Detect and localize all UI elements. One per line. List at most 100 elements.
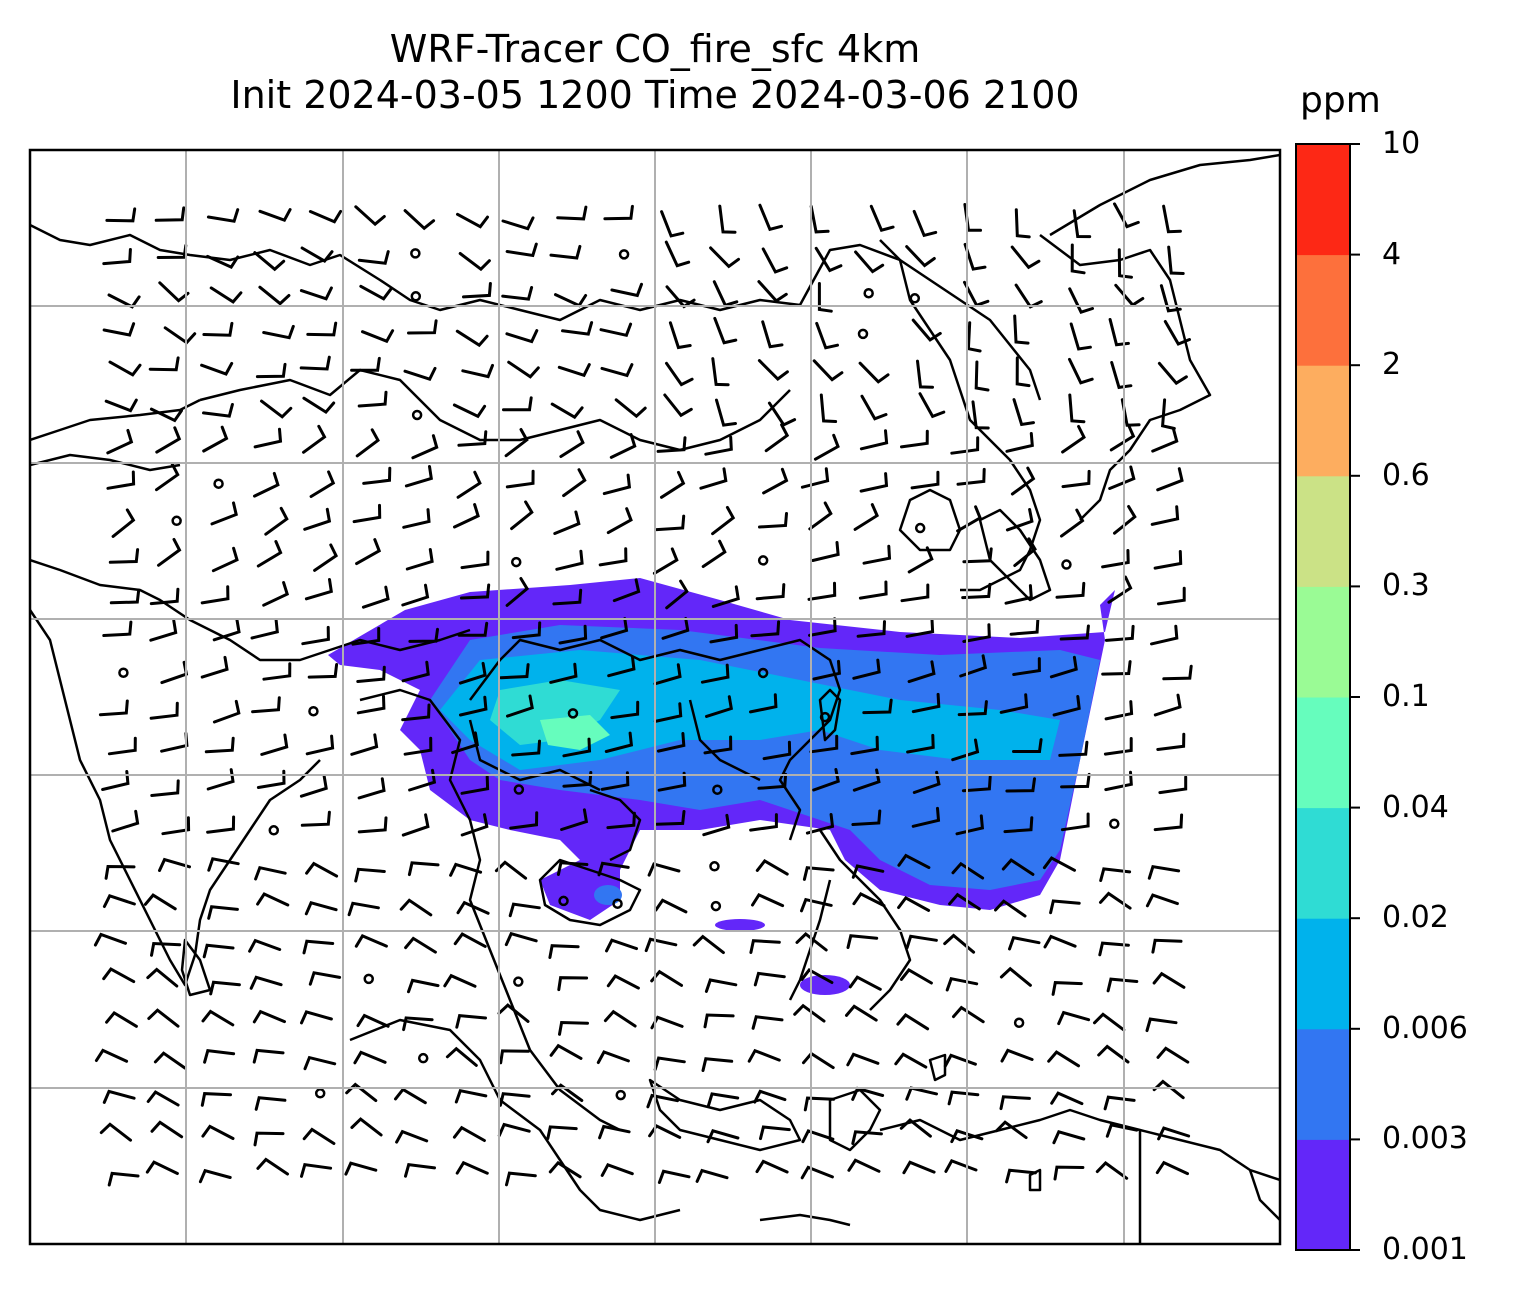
colorbar-tick-label: 0.006 [1382, 1010, 1468, 1046]
wind-barb [907, 546, 934, 574]
wind-barb [854, 250, 885, 274]
wind-barb [303, 1055, 337, 1071]
wind-barb [456, 470, 482, 499]
wind-barb [407, 978, 440, 994]
wind-barb [1003, 816, 1034, 834]
wind-barb [906, 733, 935, 754]
wind-barb [1043, 934, 1077, 949]
wind-barb [102, 1089, 136, 1104]
wind-barb [459, 695, 488, 717]
wind-barb [549, 662, 578, 684]
wind-barb [505, 242, 538, 258]
colorbar-tick-label: 0.001 [1382, 1232, 1468, 1267]
wind-barb [251, 696, 281, 714]
wind-barbs [93, 202, 1193, 1187]
wind-barb [252, 1048, 285, 1064]
wind-barb [963, 242, 987, 271]
wind-barb [652, 547, 679, 575]
wind-barb [1099, 891, 1132, 910]
wind-barb [1114, 283, 1145, 307]
wind-barb [600, 771, 630, 791]
wind-barb [665, 579, 689, 610]
wind-barb [355, 428, 380, 458]
wind-barb [610, 282, 643, 298]
wind-barb [504, 931, 538, 947]
wind-barb [510, 500, 534, 531]
calm-wind-marker [513, 976, 524, 987]
wind-barb [206, 815, 236, 834]
wind-barb [655, 514, 686, 532]
calm-wind-marker [171, 515, 182, 527]
wind-barb [999, 1095, 1031, 1111]
wind-barb [665, 361, 694, 387]
wind-barb [258, 285, 291, 306]
wind-barb [1068, 287, 1094, 315]
wind-barb [653, 702, 683, 723]
wind-barb [98, 699, 129, 717]
wind-barb [200, 655, 229, 679]
colorbar-segment [1296, 1139, 1350, 1251]
wind-barb [757, 280, 788, 303]
wind-barb [812, 359, 844, 382]
wind-barb [1156, 1046, 1190, 1064]
wind-barb [451, 731, 479, 755]
wind-barb [344, 1161, 378, 1176]
wind-barb [847, 1158, 881, 1173]
wind-barb [254, 1096, 287, 1111]
wind-barb [755, 1159, 789, 1174]
wind-barb [1072, 209, 1092, 239]
calm-wind-marker [819, 711, 831, 723]
wind-barb [202, 403, 234, 418]
wind-barb [1014, 208, 1031, 239]
wind-barb [256, 540, 283, 568]
wind-barb [455, 1160, 489, 1175]
wind-barb [800, 967, 834, 984]
wind-barb [1051, 981, 1083, 996]
wind-barb [401, 660, 430, 683]
wind-barb [959, 654, 988, 678]
wind-barb [347, 901, 380, 917]
wind-barb [1057, 1010, 1091, 1026]
wind-barb [203, 1048, 236, 1064]
wind-barb [606, 974, 640, 990]
wind-barb [456, 900, 490, 915]
wind-barb [146, 967, 179, 988]
wind-barb [355, 538, 382, 566]
wind-barb [505, 577, 530, 607]
wind-barb [609, 433, 637, 459]
wind-barb [158, 857, 191, 872]
colorbar-segment [1296, 586, 1350, 698]
wind-barb [161, 816, 191, 836]
wind-barb [494, 860, 528, 880]
wind-barb [106, 470, 136, 490]
wind-barb [206, 254, 240, 269]
wind-barb [800, 897, 833, 913]
wind-barb [850, 735, 879, 756]
calm-wind-marker [1109, 818, 1120, 829]
wind-barb [149, 587, 180, 606]
wind-barb [147, 1008, 180, 1028]
wind-barb [899, 1118, 932, 1138]
wind-barb [109, 588, 141, 605]
wind-barb [201, 1009, 235, 1027]
wind-barb [845, 1004, 878, 1022]
colorbar-tick-label: 0.3 [1382, 568, 1430, 604]
colorbar-segment [1296, 475, 1350, 587]
wind-barb [709, 623, 739, 644]
wind-barb [1104, 770, 1133, 792]
wind-barb [150, 941, 182, 957]
wind-barb [557, 976, 589, 992]
wind-barb [809, 734, 839, 754]
wind-barb [692, 934, 725, 955]
wind-barb [1001, 858, 1035, 876]
wind-barb [762, 467, 789, 495]
wind-barb [102, 248, 132, 266]
wind-barb [807, 581, 837, 601]
wind-barb [897, 853, 931, 870]
wind-barb [1163, 320, 1191, 346]
wind-barb [944, 1159, 978, 1173]
wind-barb [715, 398, 737, 427]
colorbar-tick-label: 2 [1382, 347, 1402, 383]
wind-barb [851, 809, 882, 826]
wind-barb [706, 1128, 740, 1144]
